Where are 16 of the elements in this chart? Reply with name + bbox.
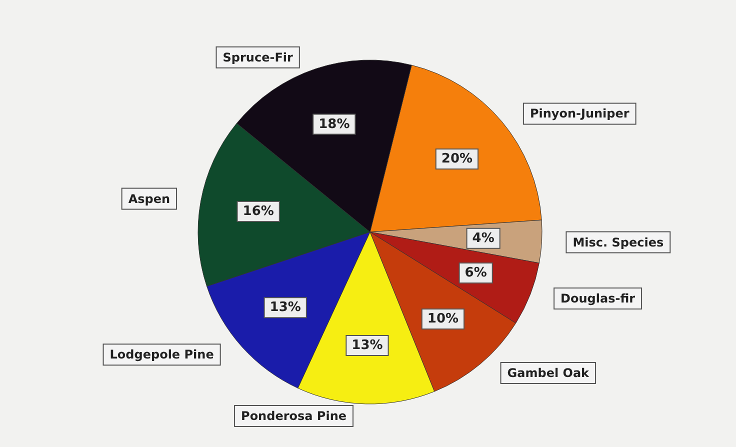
slice-label: Aspen bbox=[128, 192, 170, 206]
data-label: 4% bbox=[472, 230, 494, 246]
data-label: 13% bbox=[352, 338, 383, 353]
slice-label: Gambel Oak bbox=[507, 366, 590, 380]
slice-label: Douglas-fir bbox=[560, 292, 636, 306]
slice-label: Pinyon-Juniper bbox=[530, 106, 630, 121]
slice-label: Lodgepole Pine bbox=[110, 348, 214, 362]
slice-label: Ponderosa Pine bbox=[241, 408, 347, 423]
data-label: 20% bbox=[441, 152, 473, 167]
data-label: 13% bbox=[270, 300, 301, 316]
data-label: 10% bbox=[427, 311, 459, 326]
data-label: 16% bbox=[242, 204, 274, 220]
data-label: 6% bbox=[464, 266, 487, 281]
data-label: 18% bbox=[318, 116, 350, 132]
slice-label: Spruce-Fir bbox=[222, 50, 293, 64]
slice-label: Misc. Species bbox=[572, 235, 664, 250]
